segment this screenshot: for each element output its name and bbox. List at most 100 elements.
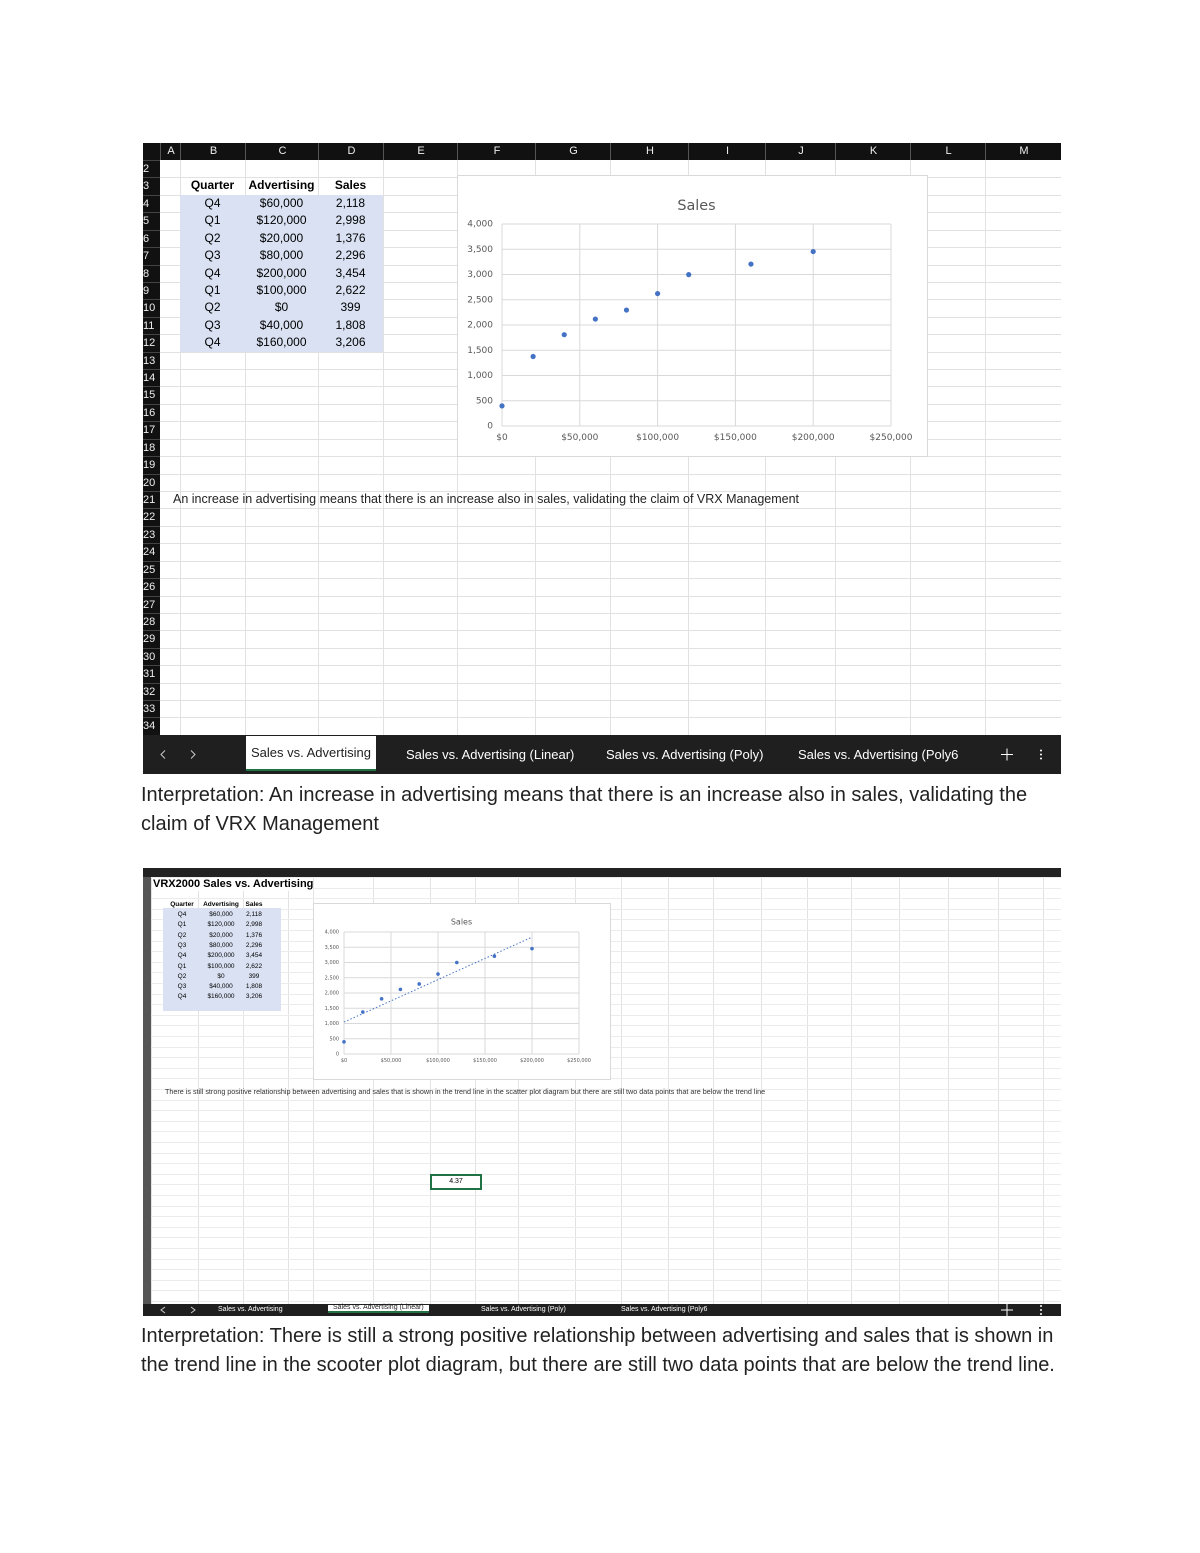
x-tick-label: $250,000 — [567, 1058, 591, 1064]
row-header: 28 — [143, 612, 160, 631]
table-cell: Q4 — [177, 952, 187, 960]
point — [342, 1040, 346, 1044]
sheet-tab[interactable]: Sales vs. Advertising (Poly) — [606, 747, 764, 762]
sheet-tab[interactable]: Sales vs. Advertising (Poly6 — [798, 747, 959, 762]
column-header: D — [318, 143, 384, 160]
table-cell: $160,000 — [256, 335, 307, 350]
table-cell: 2,622 — [245, 962, 263, 970]
grid-row-line — [151, 1195, 1061, 1196]
y-tick-label: 2,000 — [467, 321, 493, 331]
table-header: Sales — [334, 178, 367, 193]
table-cell: $120,000 — [207, 921, 235, 929]
grid-row-line — [151, 877, 1061, 878]
table-cell: 3,454 — [335, 265, 366, 280]
table-cell: 2,118 — [246, 911, 262, 918]
grid-row-line — [151, 1279, 1061, 1281]
grid-col-line — [198, 877, 199, 1304]
grid-row-line — [151, 1258, 1061, 1260]
grid-row-line — [151, 1248, 1061, 1249]
x-tick-label: $50,000 — [561, 433, 598, 443]
row-header: 27 — [143, 595, 160, 614]
point — [530, 946, 534, 951]
table-cell: Q1 — [204, 282, 221, 297]
table-cell: $0 — [217, 972, 225, 980]
point — [655, 290, 661, 297]
row-header: 12 — [143, 334, 160, 352]
sheet-tab[interactable]: Sales vs. Advertising (Linear) — [406, 747, 575, 762]
grid-col-line — [948, 877, 949, 1304]
table-cell: Q3 — [204, 317, 221, 332]
table-cell: $120,000 — [256, 213, 307, 228]
table-cell: 1,376 — [245, 931, 263, 939]
table-cell: Q4 — [204, 195, 221, 210]
sheet-tab[interactable]: Sales vs. Advertising (Poly6 — [621, 1306, 708, 1313]
grid-col-line — [998, 877, 999, 1304]
grid-col-line — [430, 877, 431, 1304]
grid-col-line — [985, 160, 986, 735]
row-header: 15 — [143, 386, 160, 404]
grid-row-line — [151, 898, 1061, 900]
grid-row-line — [151, 1301, 1061, 1302]
table-cell: 3,206 — [335, 335, 366, 350]
table-cell: $80,000 — [259, 248, 304, 263]
row-header: 21 — [143, 490, 160, 509]
row-header: 18 — [143, 438, 160, 457]
row-header: 13 — [143, 351, 160, 370]
note: There is still strong positive relations… — [165, 1087, 766, 1096]
sheet-title: VRX2000 Sales vs. Advertising — [153, 878, 314, 891]
row-header: 3 — [143, 177, 160, 195]
row-header: 30 — [143, 647, 160, 666]
grid-col-line — [851, 877, 852, 1304]
point — [417, 982, 421, 986]
sheet-tab[interactable]: Sales vs. Advertising (Poly) — [481, 1306, 566, 1313]
sheet-tab[interactable]: Sales vs. Advertising — [218, 1306, 283, 1313]
point — [810, 248, 816, 255]
table-cell: $60,000 — [209, 911, 233, 918]
table-cell: 1,808 — [245, 983, 263, 991]
x-tick-label: $50,000 — [381, 1058, 402, 1064]
table-header: Advertising — [203, 901, 239, 908]
row-header: 14 — [143, 369, 160, 387]
table-fill — [180, 194, 383, 352]
point — [499, 403, 505, 409]
row-header: 25 — [143, 560, 160, 579]
table-cell: 399 — [248, 972, 260, 980]
row-header: 23 — [143, 525, 160, 544]
point — [379, 997, 384, 1001]
point — [686, 272, 692, 278]
column-header: K — [835, 143, 911, 160]
table-cell: Q1 — [177, 962, 187, 970]
row-header: 31 — [143, 665, 160, 683]
row-header: 33 — [143, 700, 160, 718]
table-cell: $100,000 — [256, 282, 307, 297]
row-header: 10 — [143, 299, 160, 317]
note: An increase in advertising means that th… — [173, 491, 800, 506]
x-tick-label: $150,000 — [473, 1058, 497, 1064]
row-header-bar — [143, 877, 151, 1304]
table-cell: Q2 — [204, 230, 221, 245]
point — [436, 972, 440, 976]
table-cell: Q4 — [204, 335, 221, 350]
column-header: L — [910, 143, 986, 160]
grid-row-line — [151, 1089, 1061, 1090]
grid-row-line — [151, 1205, 1061, 1207]
y-tick-label: 4,000 — [325, 930, 339, 936]
y-tick-label: 1,500 — [467, 346, 493, 356]
grid-col-line — [713, 877, 714, 1304]
point — [492, 954, 497, 959]
row-header: 17 — [143, 421, 160, 439]
column-header: M — [985, 143, 1061, 160]
x-tick-label: $0 — [341, 1058, 347, 1064]
row-header: 34 — [143, 717, 160, 735]
column-header: J — [765, 143, 836, 160]
sheet-tab[interactable]: Sales vs. Advertising — [246, 736, 376, 771]
table-cell: 2,998 — [245, 921, 263, 929]
table-cell: $40,000 — [259, 317, 304, 332]
row-header: 19 — [143, 456, 160, 474]
table-cell: Q4 — [177, 993, 187, 1001]
grid-row-line — [151, 1110, 1061, 1112]
row-header: 4 — [143, 194, 160, 213]
table-cell: Q3 — [204, 248, 221, 263]
sheet-tab[interactable]: Sales vs. Advertising (Linear) — [328, 1304, 429, 1313]
